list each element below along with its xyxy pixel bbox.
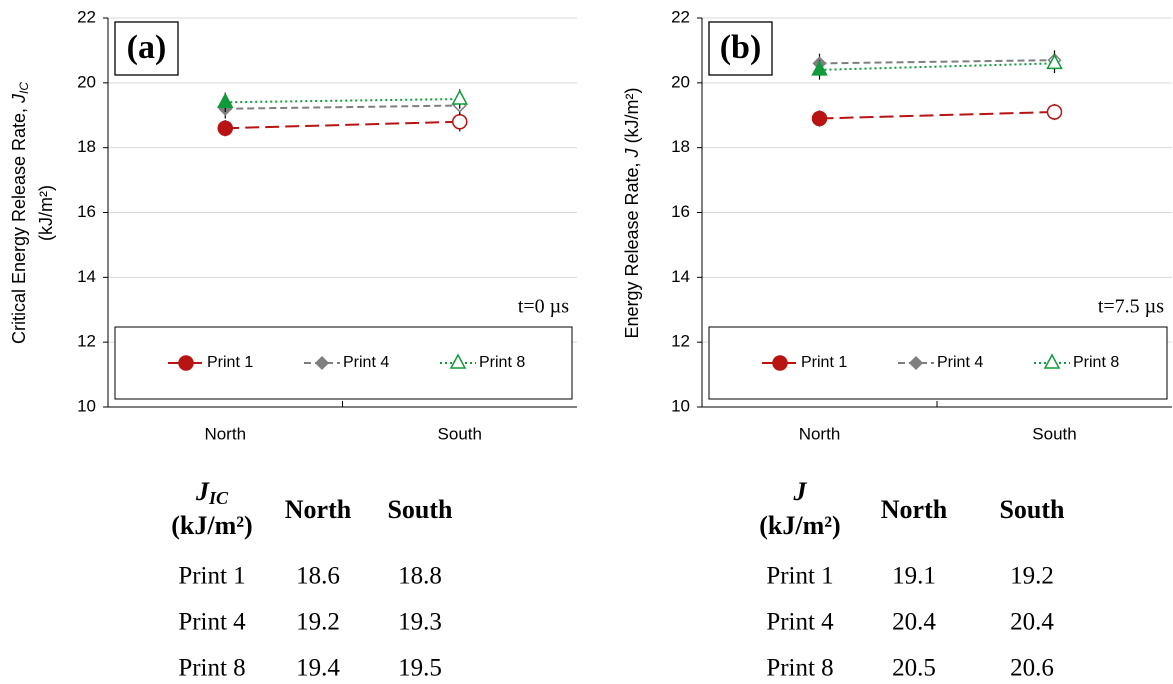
- column-header: South: [999, 495, 1065, 524]
- table-cell: 19.2: [1010, 563, 1054, 590]
- y-tick-label: 16: [77, 202, 96, 221]
- table-cell: 20.4: [892, 609, 936, 636]
- legend-label: Print 4: [343, 354, 389, 371]
- x-tick-label: South: [1032, 424, 1076, 443]
- legend-label: Print 1: [801, 354, 847, 371]
- table-cell: 20.5: [892, 655, 936, 682]
- table-cell: 19.1: [892, 563, 936, 590]
- marker: [1043, 353, 1061, 369]
- series-line: [225, 120, 460, 130]
- table-cell: 20.6: [1010, 655, 1054, 682]
- table-cell: 20.4: [1010, 609, 1054, 636]
- marker: [908, 355, 924, 371]
- y-tick-label: 10: [671, 396, 690, 415]
- series-line: [819, 111, 1055, 120]
- series-line: [225, 98, 460, 104]
- table-cell: 19.3: [398, 609, 442, 636]
- y-title-part: J: [622, 147, 642, 158]
- table-header: J: [793, 477, 808, 506]
- table-cell: 19.4: [296, 655, 340, 682]
- y-tick-label: 18: [77, 137, 96, 156]
- y-tick-label: 14: [77, 267, 96, 286]
- table-cell: 19.2: [296, 609, 340, 636]
- y-tick-label: 18: [671, 137, 690, 156]
- y-title-part: J: [9, 93, 29, 104]
- marker: [1046, 53, 1063, 70]
- y-axis-title: Energy Release Rate, J (kJ/m²): [622, 87, 642, 338]
- marker: [314, 355, 330, 371]
- y-tick-label: 10: [77, 396, 96, 415]
- table-cell: 19.5: [398, 655, 442, 682]
- annotation: t=7.5 µs: [1098, 296, 1164, 318]
- column-header: South: [387, 495, 453, 524]
- x-tick-label: North: [799, 424, 841, 443]
- series-line: [819, 59, 1055, 65]
- column-header: North: [881, 495, 948, 524]
- y-tick-label: 16: [671, 202, 690, 221]
- y-title-part: (kJ/m²): [622, 87, 642, 148]
- table-header: (kJ/m²): [759, 511, 840, 540]
- table-cell: Print 1: [178, 563, 245, 590]
- panel-label: (a): [127, 29, 167, 66]
- panel-label-box: [708, 21, 773, 76]
- y-tick-label: 22: [77, 7, 96, 26]
- table-cell: 18.6: [296, 563, 340, 590]
- y-title-part: (kJ/m²): [36, 185, 56, 241]
- marker: [449, 353, 467, 369]
- legend-label: Print 4: [937, 354, 983, 371]
- legend-label: Print 8: [1073, 354, 1119, 371]
- y-title-part: IC: [17, 82, 31, 94]
- marker: [811, 60, 828, 76]
- marker: [451, 89, 469, 105]
- header-part: IC: [208, 488, 229, 508]
- table-cell: Print 1: [766, 563, 833, 590]
- y-title-part: Critical Energy Release Rate,: [9, 103, 29, 344]
- annotation: t=0 µs: [518, 296, 569, 318]
- y-tick-label: 14: [671, 267, 690, 286]
- series-line: [819, 62, 1055, 71]
- marker: [178, 355, 194, 371]
- marker: [811, 110, 828, 127]
- panel-label-box: [114, 21, 179, 76]
- column-header: North: [285, 495, 352, 524]
- series-line: [225, 104, 460, 110]
- header-part: J: [195, 477, 210, 506]
- y-tick-label: 22: [671, 7, 690, 26]
- table-cell: Print 8: [766, 655, 833, 682]
- marker: [772, 355, 788, 371]
- x-tick-label: South: [438, 424, 482, 443]
- y-tick-label: 20: [671, 72, 690, 91]
- y-tick-label: 20: [77, 72, 96, 91]
- y-tick-label: 12: [671, 332, 690, 351]
- y-tick-label: 12: [77, 332, 96, 351]
- table-cell: Print 4: [178, 609, 246, 636]
- header-part: J: [793, 477, 808, 506]
- legend-label: Print 1: [207, 354, 253, 371]
- marker: [217, 120, 233, 136]
- table-cell: 18.8: [398, 563, 442, 590]
- table-cell: Print 8: [178, 655, 245, 682]
- marker: [216, 92, 234, 109]
- table-header: JIC: [195, 477, 229, 508]
- y-axis-title: Critical Energy Release Rate, JIC (kJ/m²): [9, 82, 56, 344]
- marker: [1046, 104, 1063, 120]
- y-title-part: Energy Release Rate,: [622, 157, 642, 338]
- legend-label: Print 8: [479, 354, 525, 371]
- x-tick-label: North: [204, 424, 246, 443]
- panel-label: (b): [720, 29, 762, 66]
- marker: [452, 113, 468, 130]
- table-cell: Print 4: [766, 609, 834, 636]
- table-header: (kJ/m²): [171, 511, 252, 540]
